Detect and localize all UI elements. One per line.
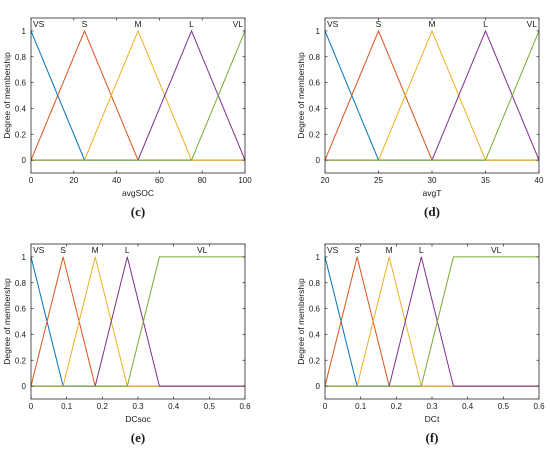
y-tick-label: 0.6 [15,305,27,314]
y-tick-label: 0.2 [309,130,321,139]
x-axis-label: avgSOC [122,188,154,198]
x-tick-label: 0.1 [61,402,73,411]
series-line-vl [31,30,246,161]
y-tick-label: 1 [316,27,321,36]
term-label-l: L [125,245,130,255]
y-tick-label: 0.2 [15,130,27,139]
term-label-s: S [82,19,88,29]
y-tick-label: 0 [22,156,27,165]
x-tick-label: 20 [321,176,330,185]
x-tick-label: 25 [374,176,383,185]
x-tick-label: 30 [428,176,437,185]
y-axis-label: Degree of membership [296,52,306,139]
y-tick-label: 0.4 [15,330,27,339]
term-label-m: M [386,245,393,255]
y-tick-label: 0 [22,382,27,391]
x-tick-label: 35 [481,176,490,185]
term-label-m: M [92,245,99,255]
x-tick-label: 0.3 [132,402,144,411]
y-axis-label: Degree of membership [296,278,306,365]
x-tick-label: 0.6 [533,402,545,411]
x-tick-label: 0 [323,402,328,411]
term-label-l: L [189,19,194,29]
term-label-m: M [134,19,141,29]
term-label-l: L [419,245,424,255]
term-label-vs: VS [33,19,45,29]
y-tick-label: 1 [22,253,27,262]
y-tick-label: 0.6 [309,305,321,314]
term-label-vs: VS [327,19,339,29]
term-label-vs: VS [33,245,45,255]
term-label-s: S [376,19,382,29]
y-tick-label: 0.8 [309,53,321,62]
panel-caption: (f) [426,430,439,445]
y-axis-label: Degree of membership [2,52,12,139]
panel-d: 20 25 30 35 40 0 0.2 0.4 0.6 0.8 1 VS S M L VL avgT Degre… [296,17,544,219]
x-tick-label: 0.4 [168,402,180,411]
x-tick-label: 0.2 [97,402,109,411]
y-tick-label: 0.6 [15,79,27,88]
series-line-vl [325,30,540,161]
term-label-vs: VS [327,245,339,255]
x-tick-label: 0.5 [204,402,216,411]
y-tick-label: 0 [316,156,321,165]
x-tick-label: 100 [238,176,252,185]
x-tick-label: 40 [112,176,121,185]
panel-f: 0 0.1 0.2 0.3 0.4 0.5 0.6 0 0.2 0.4 0.6 0.8 1 VS S M L VL… [296,243,545,445]
term-label-s: S [354,245,360,255]
y-tick-label: 0.8 [15,279,27,288]
y-tick-label: 0.6 [309,79,321,88]
term-label-vl: VL [233,19,244,29]
x-tick-label: 80 [198,176,207,185]
panel-caption: (c) [131,204,145,219]
x-tick-label: 20 [69,176,78,185]
x-tick-label: 0 [29,402,34,411]
x-tick-label: 0.6 [239,402,251,411]
y-tick-label: 0 [316,382,321,391]
x-tick-label: 0.2 [391,402,403,411]
term-label-vl: VL [491,245,502,255]
x-tick-label: 60 [155,176,164,185]
x-axis-label: DCsoc [125,414,151,424]
y-tick-label: 0.4 [15,104,27,113]
term-label-s: S [60,245,66,255]
term-label-m: M [428,19,435,29]
x-tick-label: 0.3 [426,402,438,411]
y-tick-label: 0.2 [309,356,321,365]
panel-caption: (e) [131,430,145,445]
x-tick-label: 0.1 [355,402,367,411]
plot-frame [30,17,246,174]
x-tick-label: 40 [535,176,544,185]
term-label-vl: VL [527,19,538,29]
y-tick-label: 0.4 [309,330,321,339]
y-tick-label: 0.4 [309,104,321,113]
term-label-l: L [483,19,488,29]
term-label-vl: VL [197,245,208,255]
x-tick-label: 0 [29,176,34,185]
y-axis-label: Degree of membership [2,278,12,365]
x-axis-label: DCt [425,414,440,424]
y-tick-label: 0.2 [15,356,27,365]
y-tick-label: 1 [22,27,27,36]
x-tick-label: 0.5 [498,402,510,411]
series-line-vl [325,256,539,387]
x-tick-label: 0.4 [462,402,474,411]
panel-e: 0 0.1 0.2 0.3 0.4 0.5 0.6 0 0.2 0.4 0.6 0.8 1 VS S M L VL… [2,243,251,445]
x-axis-label: avgT [423,188,442,198]
series-line-vl [31,256,245,387]
y-tick-label: 1 [316,253,321,262]
y-tick-label: 0.8 [309,279,321,288]
y-tick-label: 0.8 [15,53,27,62]
panel-caption: (d) [424,204,440,219]
panel-c: 0 20 40 60 80 100 0 0.2 0.4 0.6 0.8 1 VS S M L VL avgSOC D… [2,17,252,219]
